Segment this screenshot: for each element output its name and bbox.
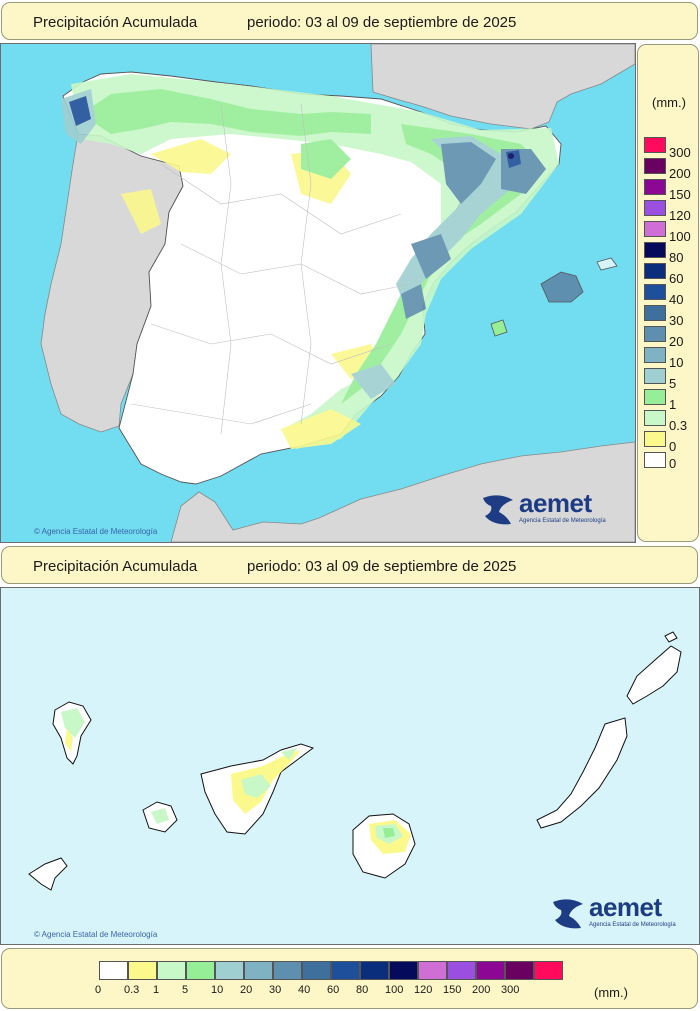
legend-label: 10 xyxy=(669,355,684,370)
legend-swatch xyxy=(99,961,128,980)
legend-swatch xyxy=(186,961,215,980)
legend-swatch xyxy=(644,347,666,363)
aemet-logo-subtitle: Agencia Estatal de Meteorología xyxy=(519,518,606,524)
legend-swatch xyxy=(505,961,534,980)
peninsula-title-bar: Precipitación Acumulada periodo: 03 al 0… xyxy=(1,2,698,40)
legend-label: 1 xyxy=(153,984,160,996)
legend-swatch xyxy=(273,961,302,980)
mallorca xyxy=(540,271,584,303)
peninsula-map-graphic xyxy=(1,44,635,542)
graciosa xyxy=(664,631,678,643)
province-borders xyxy=(130,103,412,435)
canarias-credit: © Agencia Estatal de Meteorología xyxy=(34,930,158,939)
aemet-logo-word: aemet xyxy=(519,488,592,518)
legend-label: 80 xyxy=(356,984,369,996)
legend-label: 20 xyxy=(240,984,253,996)
legend-swatch xyxy=(644,410,666,426)
aemet-logo-icon xyxy=(483,495,513,525)
legend-swatch xyxy=(644,221,666,237)
canarias-period: periodo: 03 al 09 de septiembre de 2025 xyxy=(247,558,517,575)
fuerteventura xyxy=(536,717,628,829)
legend-unit: (mm.) xyxy=(652,95,686,110)
aemet-logo-icon xyxy=(553,899,583,929)
legend-label: 0.3 xyxy=(124,984,140,996)
legend-swatch xyxy=(360,961,389,980)
legend-swatch xyxy=(418,961,447,980)
legend-label: 0.3 xyxy=(669,418,688,433)
peninsula-period: periodo: 03 al 09 de septiembre de 2025 xyxy=(247,14,517,31)
legend-swatch xyxy=(331,961,360,980)
legend-swatch xyxy=(244,961,273,980)
legend-swatch xyxy=(644,284,666,300)
el-hierro xyxy=(28,857,68,891)
legend-swatch xyxy=(644,452,666,468)
legend-swatch xyxy=(157,961,186,980)
aemet-logo-subtitle: Agencia Estatal de Meteorología xyxy=(589,922,676,928)
peninsula-map: © Agencia Estatal de Meteorología aemet … xyxy=(0,43,636,543)
legend-label: 200 xyxy=(472,984,491,996)
precipitation-overlay xyxy=(61,74,559,449)
aemet-logo-canarias: aemet Agencia Estatal de Meteorología xyxy=(551,892,691,934)
legend-label: 1 xyxy=(669,397,677,412)
legend-label: 30 xyxy=(269,984,282,996)
legend-label: 300 xyxy=(501,984,520,996)
legend-swatch xyxy=(128,961,157,980)
legend-swatch xyxy=(215,961,244,980)
legend-swatch xyxy=(644,326,666,342)
legend-swatch xyxy=(389,961,418,980)
peninsula-credit: © Agencia Estatal de Meteorología xyxy=(34,527,158,536)
canarias-title-bar: Precipitación Acumulada periodo: 03 al 0… xyxy=(1,546,698,584)
legend-swatch xyxy=(644,242,666,258)
lanzarote xyxy=(626,645,682,705)
canarias-map-graphic xyxy=(1,588,699,944)
legend-vertical: (mm.) 300 200 150 120 100 80 60 40 30 20 10 5 1 0.3 0 0 xyxy=(637,44,699,542)
legend-unit: (mm.) xyxy=(594,985,628,1000)
legend-swatch xyxy=(447,961,476,980)
africa-landmass xyxy=(170,441,635,542)
legend-swatch xyxy=(644,263,666,279)
legend-label: 0 xyxy=(669,456,677,471)
legend-label: 60 xyxy=(327,984,340,996)
legend-label: 40 xyxy=(298,984,311,996)
legend-label: 30 xyxy=(669,313,684,328)
aemet-logo-word: aemet xyxy=(589,892,662,922)
legend-label: 10 xyxy=(211,984,224,996)
canarias-map: © Agencia Estatal de Meteorología aemet … xyxy=(0,587,700,945)
legend-swatch xyxy=(644,137,666,153)
legend-label: 150 xyxy=(443,984,462,996)
legend-horizontal: 0 0.3 1 5 10 20 30 40 60 80 100 120 150 200 300 (mm.) xyxy=(1,948,698,1009)
legend-label: 80 xyxy=(669,250,684,265)
legend-label: 100 xyxy=(669,229,691,244)
legend-swatch xyxy=(534,961,563,980)
france-landmass xyxy=(370,44,635,130)
menorca xyxy=(596,257,618,271)
legend-label: 0 xyxy=(95,984,102,996)
peninsula-title: Precipitación Acumulada xyxy=(33,14,198,31)
legend-swatch xyxy=(644,368,666,384)
legend-label: 150 xyxy=(669,187,691,202)
legend-label: 5 xyxy=(182,984,189,996)
legend-swatch xyxy=(644,305,666,321)
legend-swatch xyxy=(302,961,331,980)
legend-label: 200 xyxy=(669,166,691,181)
legend-label: 120 xyxy=(414,984,433,996)
legend-label: 40 xyxy=(669,292,684,307)
legend-swatch xyxy=(644,389,666,405)
legend-swatch xyxy=(476,961,505,980)
legend-label: 0 xyxy=(669,439,677,454)
legend-label: 100 xyxy=(385,984,404,996)
legend-label: 120 xyxy=(669,208,691,223)
legend-swatch xyxy=(644,179,666,195)
legend-swatch xyxy=(644,200,666,216)
legend-label: 60 xyxy=(669,271,684,286)
legend-swatch xyxy=(644,431,666,447)
legend-label: 300 xyxy=(669,145,691,160)
legend-label: 5 xyxy=(669,376,677,391)
aemet-logo-peninsula: aemet Agencia Estatal de Meteorología xyxy=(481,488,621,530)
legend-label: 20 xyxy=(669,334,684,349)
canarias-title: Precipitación Acumulada xyxy=(33,558,198,575)
legend-swatch xyxy=(644,158,666,174)
ibiza xyxy=(490,319,508,337)
